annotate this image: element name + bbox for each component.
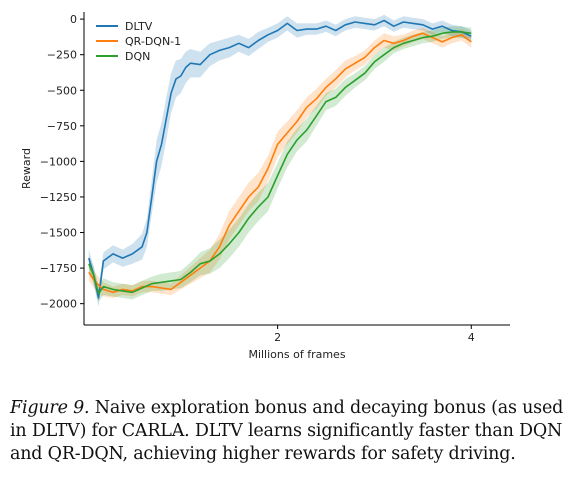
y-tick-label: 0 <box>70 13 77 26</box>
legend: DLTV QR-DQN-1 DQN <box>96 20 181 63</box>
dltv-legend-label: DLTV <box>125 20 153 33</box>
confidence-bands <box>88 14 472 307</box>
reward-line-chart: 0 −250 −500 −750 −1000 −1250 −1500 −1750 −2000 2… <box>20 12 510 361</box>
y-tick-label: −750 <box>47 120 77 133</box>
qr-dqn-1-legend-label: QR-DQN-1 <box>125 35 181 48</box>
figure-number: Figure 9. <box>10 398 90 418</box>
y-tick-label: −1250 <box>40 191 77 204</box>
y-tick-label: −500 <box>47 84 77 97</box>
dltv-series-line <box>88 19 472 299</box>
dqn-series-line <box>88 31 472 295</box>
y-axis-ticks: 0 −250 −500 −750 −1000 −1250 −1500 −1750 −2000 <box>40 13 84 311</box>
y-axis-label: Reward <box>20 148 33 189</box>
y-tick-label: −2000 <box>40 298 77 311</box>
dqn-band <box>88 26 472 303</box>
x-axis-label: Millions of frames <box>248 348 345 361</box>
qr-dqn-1-series-line <box>88 32 472 294</box>
y-tick-label: −1750 <box>40 262 77 275</box>
caption-text: Naive exploration bonus and decaying bon… <box>10 398 564 464</box>
dqn-legend-label: DQN <box>125 50 150 63</box>
series-lines <box>88 19 472 299</box>
y-tick-label: −250 <box>47 49 77 62</box>
x-tick-label: 4 <box>468 331 475 344</box>
figure-caption: Figure 9. Naive exploration bonus and de… <box>10 397 570 466</box>
y-tick-label: −1500 <box>40 227 77 240</box>
x-tick-label: 2 <box>274 331 281 344</box>
y-tick-label: −1000 <box>40 155 77 168</box>
